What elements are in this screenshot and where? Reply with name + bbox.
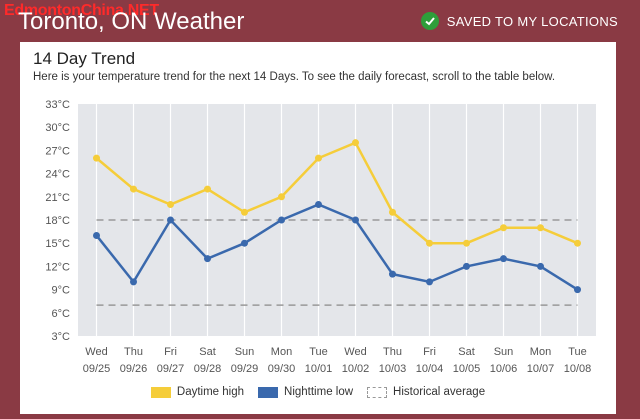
data-point (204, 255, 211, 263)
x-tick-date: 10/07 (527, 363, 555, 375)
saved-locations-button[interactable]: SAVED TO MY LOCATIONS (420, 12, 618, 30)
legend-historical[interactable]: Historical average (367, 386, 485, 398)
x-tick-date: 10/04 (416, 363, 444, 375)
y-tick-label: 24°C (45, 169, 70, 181)
x-tick-day: Fri (164, 346, 177, 358)
saved-label: SAVED TO MY LOCATIONS (446, 13, 618, 29)
x-tick-day: Fri (423, 346, 436, 358)
x-tick-day: Thu (383, 346, 402, 358)
y-tick-label: 27°C (45, 145, 70, 157)
x-tick-date: 09/29 (231, 363, 259, 375)
card-title: 14 Day Trend (33, 49, 136, 68)
data-point (315, 154, 322, 162)
page-title: Toronto, ON Weather (18, 8, 245, 35)
data-point (93, 154, 100, 162)
x-tick-day: Thu (124, 346, 143, 358)
checkmark-icon (420, 12, 439, 30)
y-tick-label: 21°C (45, 192, 70, 204)
y-tick-label: 18°C (45, 215, 70, 227)
data-point (167, 216, 174, 224)
data-point (463, 262, 470, 270)
x-tick-day: Tue (568, 346, 587, 358)
data-point (463, 239, 470, 247)
data-point (500, 224, 507, 232)
x-tick-day: Mon (530, 346, 551, 358)
x-tick-date: 10/03 (379, 363, 407, 375)
x-tick-day: Wed (85, 346, 107, 358)
legend-high-label: Daytime high (176, 386, 245, 398)
data-point (352, 139, 359, 147)
legend-historical-label: Historical average (393, 386, 486, 398)
legend-high[interactable]: Daytime high (150, 386, 245, 398)
legend-low[interactable]: Nighttime low (258, 386, 353, 398)
x-tick-day: Sat (199, 346, 216, 358)
data-point (241, 208, 248, 216)
x-tick-date: 09/30 (268, 363, 296, 375)
x-tick-day: Tue (309, 346, 328, 358)
x-tick-date: 10/06 (490, 363, 518, 375)
data-point (426, 239, 433, 247)
x-tick-date: 09/26 (120, 363, 148, 375)
y-tick-label: 33°C (45, 99, 70, 111)
x-tick-date: 09/28 (194, 363, 222, 375)
data-point (278, 193, 285, 201)
data-point (389, 270, 396, 278)
data-point (537, 262, 544, 270)
x-tick-date: 10/01 (305, 363, 333, 375)
x-tick-day: Sat (458, 346, 475, 358)
x-tick-day: Wed (344, 346, 366, 358)
y-tick-label: 12°C (45, 261, 70, 273)
y-tick-label: 3°C (52, 331, 71, 343)
data-point (130, 185, 137, 193)
data-point (537, 224, 544, 232)
series-line-high (95, 141, 578, 245)
watermark: EdmontonChina.NET (4, 2, 159, 19)
data-point (315, 201, 322, 209)
x-tick-date: 10/02 (342, 363, 370, 375)
x-tick-date: 09/27 (157, 363, 185, 375)
y-tick-label: 6°C (52, 308, 71, 320)
trend-card: 14 Day Trend Here is your temperature tr… (20, 42, 616, 414)
y-tick-label: 9°C (52, 285, 71, 297)
data-point (93, 231, 100, 239)
data-point (352, 216, 359, 224)
trend-chart: 33°C 30°C 27°C 24°C 21°C 18°C 15°C 12°C 9°C 6°C 3°… (45, 99, 596, 375)
data-point (426, 278, 433, 286)
data-point (574, 286, 581, 294)
data-point (278, 216, 285, 224)
x-tick-date: 10/08 (564, 363, 592, 375)
x-tick-date: 10/05 (453, 363, 481, 375)
legend-low-swatch (258, 386, 279, 398)
x-tick-day: Sun (235, 346, 255, 358)
x-tick-day: Sun (494, 346, 514, 358)
data-point (130, 278, 137, 286)
data-point (500, 255, 507, 263)
chart-legend: Daytime high Nighttime low Historical av… (20, 386, 616, 398)
y-tick-label: 15°C (45, 238, 70, 250)
data-point (167, 201, 174, 209)
data-point (204, 185, 211, 193)
data-point (389, 208, 396, 216)
x-tick-day: Mon (271, 346, 292, 358)
card-subtitle: Here is your temperature trend for the n… (33, 71, 556, 83)
legend-high-swatch (150, 386, 171, 398)
y-tick-label: 30°C (45, 122, 70, 134)
data-point (241, 239, 248, 247)
legend-historical-swatch (367, 386, 388, 398)
data-point (574, 239, 581, 247)
x-tick-date: 09/25 (83, 363, 111, 375)
legend-low-label: Nighttime low (284, 386, 354, 398)
series-line-low (95, 203, 579, 291)
